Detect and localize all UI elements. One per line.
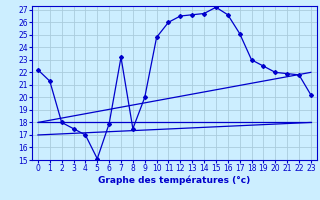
X-axis label: Graphe des températures (°c): Graphe des températures (°c) [98, 176, 251, 185]
